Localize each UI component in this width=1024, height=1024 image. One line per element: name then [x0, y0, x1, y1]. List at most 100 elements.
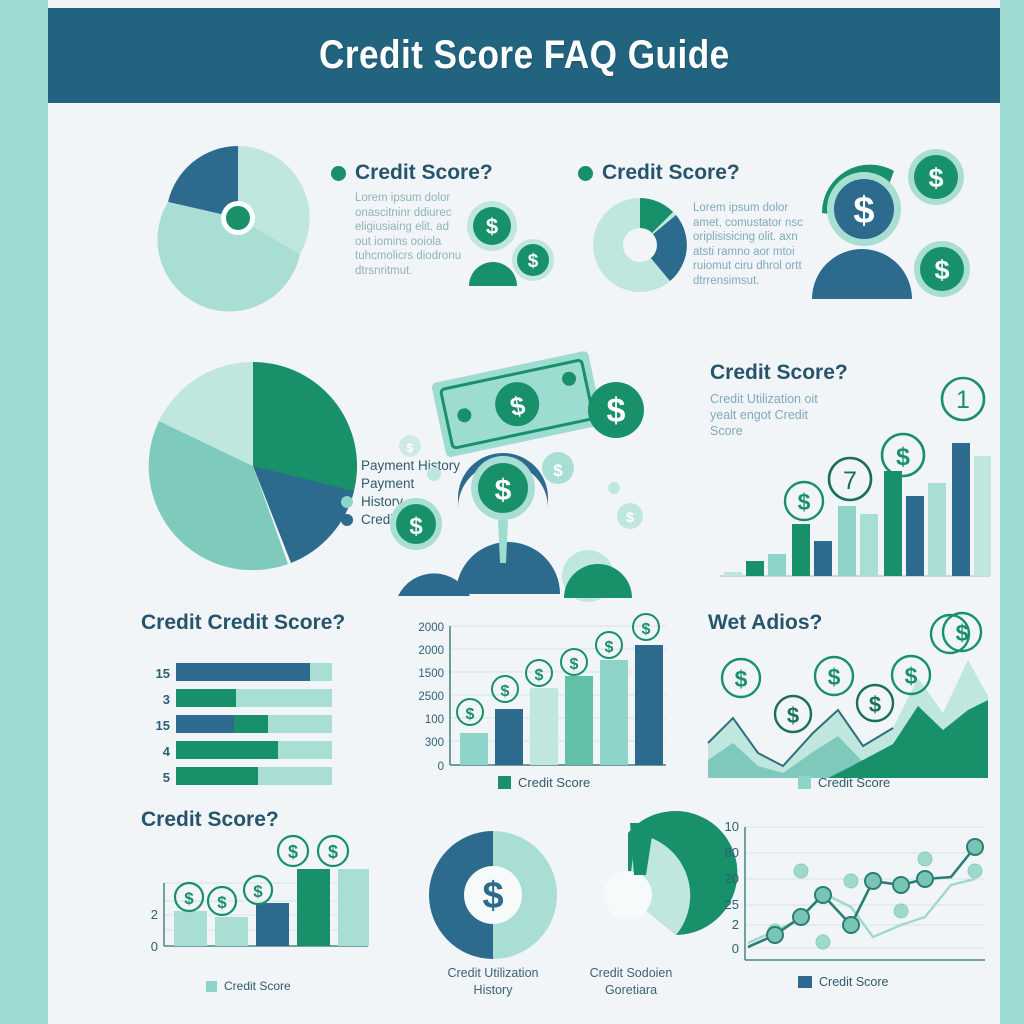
donut-exploded-wedge — [630, 823, 654, 875]
svg-text:$: $ — [184, 889, 194, 908]
legend-label: Credit Score — [224, 979, 291, 993]
faq1-text-block: Credit Score? Lorem ipsum dolor onascitn… — [331, 161, 511, 278]
faq1-person-dollar-icon: $ $ — [463, 198, 558, 288]
bar — [814, 541, 832, 576]
donut-left-svg: $ — [429, 831, 557, 959]
y-tick-label: 2 — [151, 907, 158, 922]
hbar-fill — [176, 767, 258, 785]
pie-center-dot — [226, 206, 250, 230]
hbar-label: 4 — [163, 744, 171, 759]
bar — [906, 496, 924, 576]
legend-swatch-icon — [206, 980, 217, 992]
svg-text:7: 7 — [843, 467, 857, 495]
svg-text:$: $ — [407, 441, 414, 455]
pie-slice-payment — [253, 466, 354, 563]
svg-text:$: $ — [570, 656, 579, 673]
svg-text:$: $ — [507, 390, 528, 422]
bars-right-body: Credit Utilization oit yealt engot Credi… — [710, 392, 818, 438]
svg-text:$: $ — [853, 190, 874, 232]
dollar-badge-icon: $ — [595, 631, 623, 659]
y-tick-label: 20 — [725, 871, 739, 886]
bar — [746, 561, 764, 576]
donut-right-svg — [604, 811, 738, 935]
line-markers-credit-score — [766, 838, 984, 944]
svg-text:$: $ — [787, 703, 799, 728]
svg-text:$: $ — [501, 683, 510, 700]
faq1-heading: Credit Score? — [355, 161, 493, 184]
legend-swatch-icon — [798, 976, 812, 988]
svg-text:$: $ — [626, 509, 634, 525]
donut-hole — [464, 866, 522, 924]
bullet-dot-icon — [331, 165, 346, 181]
svg-text:$: $ — [495, 474, 512, 507]
hbar-fill — [176, 663, 310, 681]
line-chart-svg: 10 80 20 25 2 0 — [725, 819, 985, 961]
hbars-chart: 15 3 15 4 5 — [140, 658, 340, 785]
dollar-sign-icon: $ — [482, 875, 503, 917]
bar — [600, 660, 628, 765]
bar — [838, 506, 856, 576]
legend-swatch-icon — [341, 477, 353, 490]
legend-item: History — [341, 494, 460, 509]
donut-right-chart — [560, 811, 738, 966]
bar — [724, 572, 742, 576]
area-heading: Wet Adios? — [708, 611, 823, 634]
svg-text:$: $ — [409, 513, 423, 540]
bar — [297, 869, 330, 946]
dollar-badge-icon: $ — [276, 834, 310, 868]
bars-bottom-svg: 2 0 $ $ $ $ $ — [151, 834, 369, 954]
faq1-body: Lorem ipsum dolor onascitninr ddiurec el… — [355, 192, 462, 277]
infographic-poster: Credit Score FAQ Guide Credit Score? Lor… — [48, 0, 1000, 1024]
legend-swatch-icon — [498, 776, 511, 789]
donut-right-label-line1: Credit Sodoien — [589, 966, 673, 980]
hbar-label: 15 — [156, 718, 170, 733]
bars-right-text: Credit Score? Credit Utilization oit yea… — [710, 361, 910, 439]
area-legend: Credit Score — [798, 775, 890, 790]
dollar-badge-icon: $ — [720, 657, 762, 699]
hbars-svg: 15 3 15 4 5 — [156, 663, 332, 785]
badge-7: 7 — [827, 456, 873, 502]
bar — [530, 688, 558, 765]
legend-swatch-icon — [341, 495, 353, 508]
pie-slice-credit-score — [159, 361, 253, 466]
money-illustration: $ $ $ $ $ $ — [390, 348, 688, 602]
donut-slice — [429, 831, 493, 959]
area-series-c — [828, 700, 988, 778]
pie-slice — [157, 202, 300, 312]
svg-text:$: $ — [535, 667, 544, 684]
faq2-person-dollar-badges-icon: $ $ $ — [808, 141, 988, 301]
area-heading-block: Wet Adios? — [708, 611, 998, 635]
bar — [635, 645, 663, 765]
legend-swatch-icon — [341, 459, 353, 472]
svg-text:$: $ — [905, 663, 918, 689]
donut-hole — [604, 871, 652, 919]
pie-slice — [168, 146, 238, 218]
poster-header: Credit Score FAQ Guide — [48, 8, 1000, 103]
pie-slice-history — [148, 421, 288, 571]
bar — [768, 554, 786, 576]
svg-text:1: 1 — [956, 386, 970, 414]
line-chart: 10 80 20 25 2 0 — [703, 815, 993, 980]
faq1-pie-svg — [157, 146, 310, 312]
svg-text:$: $ — [934, 255, 949, 285]
legend-swatch-icon — [798, 776, 811, 789]
bar — [860, 514, 878, 576]
pie-slice — [238, 146, 310, 254]
bar — [495, 709, 523, 765]
hbar-label: 15 — [156, 666, 170, 681]
y-tick-label: 0 — [732, 941, 739, 956]
hbar-fill — [176, 715, 234, 733]
faq2-donut-svg — [593, 198, 687, 292]
bars-mid-svg: 2000 2000 1500 2500 100 300 0 — [418, 613, 666, 773]
svg-text:$: $ — [798, 489, 811, 515]
y-tick-label: 100 — [425, 714, 444, 726]
dollar-badge-icon: $ — [783, 480, 825, 522]
faq2-body-block: Lorem ipsum dolor amet, comustator nsc o… — [693, 195, 813, 288]
svg-text:$: $ — [528, 251, 539, 272]
faq2-donut-chart — [588, 193, 698, 298]
big-pie-svg — [148, 361, 358, 571]
page-title: Credit Score FAQ Guide — [318, 33, 730, 77]
dollar-badge-icon: $ — [632, 613, 660, 641]
bars-bottom-legend: Credit Score — [206, 979, 291, 993]
bars-right-chart: 1 7 $ $ — [708, 371, 993, 586]
